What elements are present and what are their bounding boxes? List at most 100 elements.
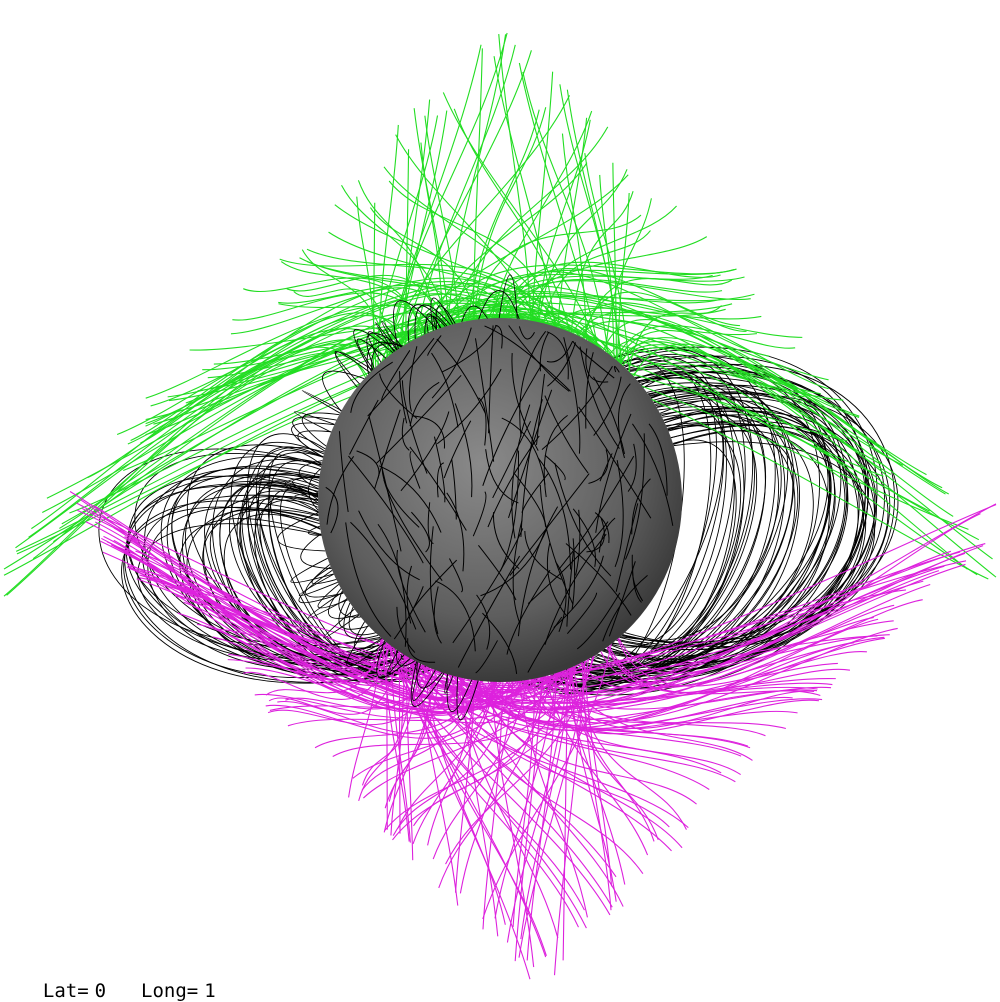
surface-field-line (501, 417, 546, 485)
surface-field-line (401, 417, 410, 451)
surface-field-line (527, 521, 609, 604)
open-field-line-north (243, 277, 424, 342)
closed-field-loop (572, 392, 782, 671)
open-field-line-south (381, 589, 907, 681)
surface-field-line (325, 486, 339, 534)
surface-field-line (345, 522, 392, 637)
open-field-line-north (395, 134, 538, 328)
open-field-line-north (357, 180, 437, 336)
open-field-line-north (399, 50, 532, 355)
open-field-line-south (124, 536, 466, 713)
surface-field-line (409, 450, 421, 489)
open-field-lines-north (3, 32, 997, 597)
open-field-line-south (459, 672, 499, 937)
open-field-line-south (434, 504, 997, 685)
limb-field-loop (498, 274, 518, 319)
surface-field-line (429, 526, 439, 635)
open-field-line-south (390, 648, 406, 836)
open-field-line-north (293, 288, 394, 360)
limb-field-loop (407, 304, 448, 343)
surface-field-line (585, 352, 594, 429)
open-field-lines-south (69, 491, 997, 980)
open-field-line-north (612, 162, 618, 368)
closed-field-loop (239, 498, 388, 649)
open-field-line-north (341, 184, 451, 331)
surface-field-line (377, 523, 407, 647)
limb-field-loop (292, 476, 320, 492)
open-field-line-south (577, 616, 874, 690)
open-field-line-north (628, 363, 968, 570)
limb-field-loop (284, 475, 320, 498)
surface-field-line (449, 558, 463, 593)
surface-field-line (436, 368, 502, 445)
open-field-line-south (453, 670, 749, 747)
open-field-line-south (541, 671, 766, 737)
surface-field-line (376, 374, 462, 464)
closed-field-loop (612, 420, 889, 648)
open-field-line-south (615, 633, 867, 687)
open-field-line-south (502, 676, 786, 730)
open-field-line-north (429, 264, 737, 338)
open-field-line-south (392, 647, 597, 841)
open-field-line-south (386, 635, 388, 830)
open-field-line-north (490, 110, 593, 324)
surface-field-line (631, 554, 642, 603)
closed-field-loop (241, 474, 406, 666)
limb-field-loop (371, 342, 404, 371)
surface-field-line (446, 492, 465, 572)
surface-field-line (632, 423, 674, 526)
limb-field-loop (375, 322, 398, 353)
surface-field-line (476, 594, 491, 650)
open-field-line-south (265, 631, 384, 696)
open-field-line-south (265, 676, 500, 739)
surface-field-line (546, 340, 574, 363)
open-field-line-north (400, 99, 431, 354)
open-field-line-south (162, 584, 572, 694)
closed-field-loop (185, 481, 396, 665)
open-field-line-south (94, 521, 527, 711)
open-field-line-north (570, 302, 829, 390)
surface-field-line (566, 592, 598, 635)
surface-field-line (547, 342, 577, 387)
limb-field-loop (317, 584, 349, 609)
open-field-line-north (441, 300, 978, 576)
limb-field-loop (430, 297, 454, 331)
surface-field-line (586, 518, 605, 553)
open-field-line-north (388, 180, 559, 334)
open-field-line-north (3, 310, 559, 570)
open-field-line-north (447, 126, 609, 332)
open-field-line-north (614, 329, 949, 495)
limb-field-loop (307, 525, 322, 536)
surface-field-line (338, 431, 349, 513)
open-field-line-south (528, 618, 879, 724)
open-field-line-south (598, 604, 895, 689)
open-field-line-north (500, 295, 860, 417)
open-field-line-south (93, 505, 502, 701)
open-field-line-south (390, 638, 531, 980)
surface-field-line (409, 446, 467, 531)
open-field-line-south (562, 664, 753, 761)
surface-field-line (614, 460, 624, 568)
surface-field-line (544, 454, 566, 481)
surface-field-line (509, 473, 590, 576)
open-field-line-south (383, 664, 437, 833)
open-field-line-north (556, 117, 588, 334)
limb-field-loop (348, 607, 376, 636)
open-field-line-south (494, 666, 558, 919)
open-field-line-north (574, 311, 927, 476)
surface-field-line (409, 381, 440, 427)
surface-field-line (443, 420, 472, 479)
surface-field-line (558, 455, 635, 571)
limb-field-loop (346, 625, 387, 667)
surface-field-line (350, 361, 393, 413)
limb-field-loop (353, 621, 383, 650)
closed-field-loop (597, 376, 800, 665)
open-field-line-north (383, 166, 558, 334)
closed-field-lines-front (277, 274, 520, 721)
surface-field-line (436, 338, 486, 414)
open-field-line-north (570, 191, 634, 339)
surface-field-line (427, 502, 434, 545)
surface-field-line (367, 337, 435, 417)
